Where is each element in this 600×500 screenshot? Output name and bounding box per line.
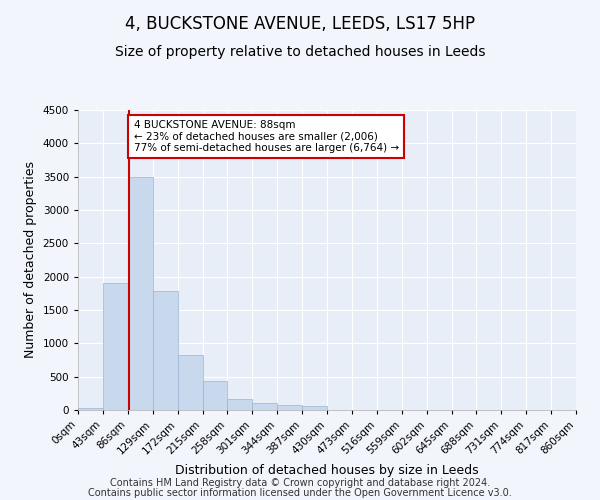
Bar (103, 284, 128, 410)
Bar (178, 356, 203, 410)
Bar (302, 406, 327, 410)
X-axis label: Distribution of detached houses by size in Leeds: Distribution of detached houses by size … (175, 464, 479, 477)
Text: Contains public sector information licensed under the Open Government Licence v3: Contains public sector information licen… (88, 488, 512, 498)
Text: Size of property relative to detached houses in Leeds: Size of property relative to detached ho… (115, 45, 485, 59)
Bar (203, 380, 227, 410)
Bar (128, 176, 152, 410)
Text: Contains HM Land Registry data © Crown copyright and database right 2024.: Contains HM Land Registry data © Crown c… (110, 478, 490, 488)
Bar (152, 292, 178, 410)
Y-axis label: Number of detached properties: Number of detached properties (24, 162, 37, 358)
Bar (227, 398, 253, 410)
Text: 4 BUCKSTONE AVENUE: 88sqm
← 23% of detached houses are smaller (2,006)
77% of se: 4 BUCKSTONE AVENUE: 88sqm ← 23% of detac… (134, 120, 399, 153)
Text: 4, BUCKSTONE AVENUE, LEEDS, LS17 5HP: 4, BUCKSTONE AVENUE, LEEDS, LS17 5HP (125, 15, 475, 33)
Bar (78, 408, 103, 410)
Bar (252, 404, 277, 410)
Bar (277, 405, 302, 410)
